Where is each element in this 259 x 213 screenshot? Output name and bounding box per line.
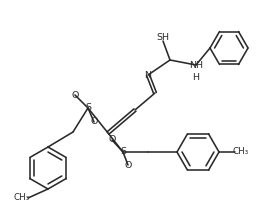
Text: H: H: [192, 73, 199, 82]
Text: O: O: [108, 135, 116, 144]
Text: CH₃: CH₃: [14, 193, 30, 203]
Text: S: S: [85, 104, 91, 112]
Text: SH: SH: [156, 33, 169, 43]
Text: O: O: [71, 91, 79, 99]
Text: NH: NH: [189, 60, 203, 69]
Text: O: O: [90, 118, 98, 127]
Text: N: N: [145, 71, 152, 79]
Text: CH₃: CH₃: [233, 147, 249, 157]
Text: O: O: [124, 161, 132, 170]
Text: S: S: [120, 147, 126, 157]
